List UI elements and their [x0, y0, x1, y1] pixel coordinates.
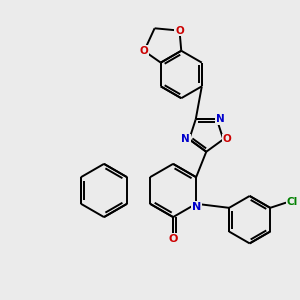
Text: N: N: [216, 114, 225, 124]
Text: O: O: [175, 26, 184, 36]
Text: Cl: Cl: [287, 197, 298, 207]
Text: O: O: [140, 46, 148, 56]
Text: N: N: [192, 202, 201, 212]
Text: O: O: [223, 134, 232, 144]
Text: O: O: [168, 234, 178, 244]
Text: N: N: [182, 134, 190, 144]
